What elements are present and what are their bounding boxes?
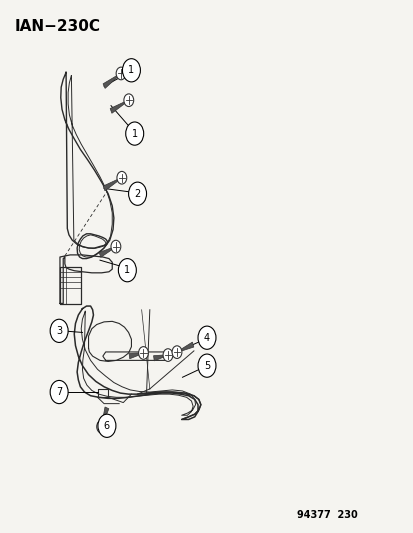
Circle shape xyxy=(172,346,181,359)
Circle shape xyxy=(123,94,133,107)
Text: IAN−230C: IAN−230C xyxy=(15,19,101,34)
Polygon shape xyxy=(99,247,113,257)
Circle shape xyxy=(98,414,116,438)
Circle shape xyxy=(116,67,126,80)
Polygon shape xyxy=(180,342,193,351)
Circle shape xyxy=(163,349,173,361)
Polygon shape xyxy=(102,407,109,423)
Circle shape xyxy=(122,59,140,82)
Polygon shape xyxy=(103,75,118,88)
Text: 3: 3 xyxy=(56,326,62,336)
Text: 2: 2 xyxy=(134,189,140,199)
Polygon shape xyxy=(129,353,140,359)
Text: 1: 1 xyxy=(131,128,138,139)
Circle shape xyxy=(116,172,126,184)
Text: 94377  230: 94377 230 xyxy=(296,510,357,520)
Circle shape xyxy=(50,319,68,342)
Circle shape xyxy=(126,122,143,145)
Circle shape xyxy=(97,421,106,433)
Text: 1: 1 xyxy=(128,65,134,75)
Text: 7: 7 xyxy=(56,387,62,397)
Text: 4: 4 xyxy=(204,333,209,343)
Circle shape xyxy=(197,354,216,377)
Text: 6: 6 xyxy=(104,421,110,431)
Circle shape xyxy=(111,240,121,253)
Circle shape xyxy=(128,182,146,205)
Polygon shape xyxy=(103,179,118,191)
Circle shape xyxy=(118,259,136,282)
Circle shape xyxy=(50,381,68,403)
Circle shape xyxy=(197,326,216,349)
Text: 5: 5 xyxy=(203,361,210,370)
Circle shape xyxy=(138,346,148,359)
Polygon shape xyxy=(153,355,165,361)
Polygon shape xyxy=(110,102,125,114)
Text: 1: 1 xyxy=(124,265,130,275)
